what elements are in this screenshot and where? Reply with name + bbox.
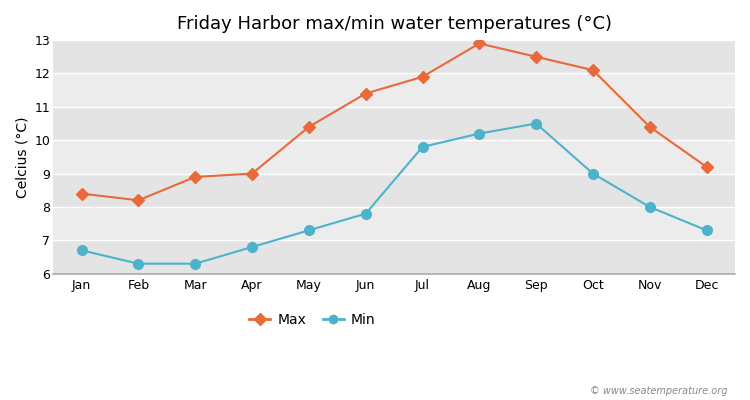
Min bbox=[532, 121, 541, 126]
Max bbox=[418, 74, 427, 79]
Max bbox=[702, 164, 711, 169]
Min bbox=[475, 131, 484, 136]
Bar bbox=[53, 140, 735, 174]
Max bbox=[589, 68, 598, 72]
Max bbox=[77, 191, 86, 196]
Bar bbox=[53, 207, 735, 240]
Min bbox=[645, 204, 654, 209]
Max bbox=[304, 124, 313, 129]
Text: © www.seatemperature.org: © www.seatemperature.org bbox=[590, 386, 728, 396]
Min bbox=[418, 144, 427, 149]
Bar bbox=[53, 74, 735, 107]
Max bbox=[475, 41, 484, 46]
Bar bbox=[53, 240, 735, 274]
Min bbox=[362, 211, 370, 216]
Min bbox=[77, 248, 86, 253]
Min bbox=[190, 261, 200, 266]
Line: Min: Min bbox=[76, 119, 712, 268]
Max bbox=[362, 91, 370, 96]
Legend: Max, Min: Max, Min bbox=[244, 307, 381, 332]
Max bbox=[134, 198, 143, 203]
Bar bbox=[53, 174, 735, 207]
Title: Friday Harbor max/min water temperatures (°C): Friday Harbor max/min water temperatures… bbox=[176, 15, 611, 33]
Max bbox=[645, 124, 654, 129]
Min bbox=[304, 228, 313, 233]
Bar bbox=[53, 107, 735, 140]
Min bbox=[589, 171, 598, 176]
Min bbox=[248, 245, 256, 250]
Y-axis label: Celcius (°C): Celcius (°C) bbox=[15, 116, 29, 198]
Max bbox=[532, 54, 541, 59]
Max bbox=[190, 174, 200, 179]
Min bbox=[134, 261, 143, 266]
Min bbox=[702, 228, 711, 233]
Line: Max: Max bbox=[77, 39, 711, 204]
Max bbox=[248, 171, 256, 176]
Bar bbox=[53, 40, 735, 74]
